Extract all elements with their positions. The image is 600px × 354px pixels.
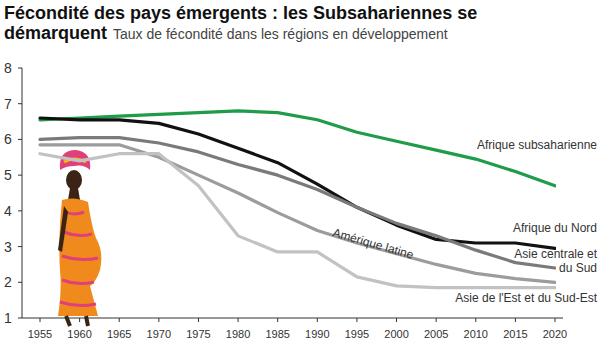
- y-tick-label: 6: [4, 131, 12, 147]
- y-tick: [18, 246, 22, 247]
- x-tick: [555, 318, 556, 322]
- x-tick-label: 1960: [67, 328, 91, 340]
- y-tick: [18, 175, 22, 176]
- x-tick: [356, 318, 357, 322]
- arm: [58, 206, 68, 252]
- title: Fécondité des pays émergents : les Subsa…: [4, 3, 477, 43]
- head: [66, 170, 82, 190]
- x-tick-label: 2020: [543, 328, 567, 340]
- y-tick: [18, 103, 22, 104]
- x-axis: [22, 318, 563, 319]
- x-tick: [158, 318, 159, 322]
- series-label: Asie de l'Est et du Sud-Est: [455, 291, 597, 305]
- x-tick: [198, 318, 199, 322]
- x-tick: [79, 318, 80, 322]
- x-tick-label: 1985: [265, 328, 289, 340]
- title-line: démarquent: [4, 23, 107, 43]
- y-tick-label: 3: [4, 239, 12, 255]
- legs: [66, 316, 88, 326]
- x-tick-label: 1990: [305, 328, 329, 340]
- x-tick-label: 1980: [226, 328, 250, 340]
- subtitle: Taux de fécondité dans les régions en dé…: [113, 26, 448, 42]
- x-tick-label: 1970: [147, 328, 171, 340]
- x-tick: [396, 318, 397, 322]
- x-tick: [238, 318, 239, 322]
- x-tick: [515, 318, 516, 322]
- y-tick-label: 5: [4, 167, 12, 183]
- title-line: Fécondité des pays émergents : les Subsa…: [4, 3, 477, 23]
- x-tick: [119, 318, 120, 322]
- x-tick-label: 1965: [107, 328, 131, 340]
- x-tick-label: 2000: [384, 328, 408, 340]
- x-tick-label: 2015: [503, 328, 527, 340]
- series-label-line: du Sud: [559, 261, 597, 275]
- y-tick: [18, 139, 22, 140]
- series-line: [40, 145, 555, 283]
- x-tick-label: 2005: [424, 328, 448, 340]
- x-tick-label: 1995: [345, 328, 369, 340]
- series-label: Afrique du Nord: [513, 221, 597, 235]
- y-tick-label: 4: [4, 203, 12, 219]
- y-tick: [18, 210, 22, 211]
- x-tick: [317, 318, 318, 322]
- series-label-line: Asie centrale et: [514, 247, 597, 261]
- series-label: Afrique subsaharienne: [477, 138, 597, 152]
- series-label: Amérique latine: [331, 225, 415, 262]
- y-tick: [18, 318, 22, 319]
- x-tick-label: 1975: [186, 328, 210, 340]
- y-tick: [18, 68, 22, 69]
- x-tick-label: 1955: [28, 328, 52, 340]
- series-line: [40, 154, 555, 288]
- x-tick: [277, 318, 278, 322]
- x-tick: [40, 318, 41, 322]
- y-axis: [22, 68, 23, 318]
- y-tick-label: 2: [4, 274, 12, 290]
- x-tick: [475, 318, 476, 322]
- y-tick-label: 8: [4, 60, 12, 76]
- dress: [58, 198, 101, 316]
- chart: Fécondité des pays émergents : les Subsa…: [0, 0, 600, 354]
- y-tick-label: 1: [4, 310, 12, 326]
- series-label: Asie centrale etdu Sud: [514, 247, 597, 275]
- x-tick-label: 2010: [464, 328, 488, 340]
- y-tick: [18, 282, 22, 283]
- x-tick: [436, 318, 437, 322]
- illustration: [58, 150, 101, 326]
- y-tick-label: 7: [4, 96, 12, 112]
- series-line: [40, 138, 555, 268]
